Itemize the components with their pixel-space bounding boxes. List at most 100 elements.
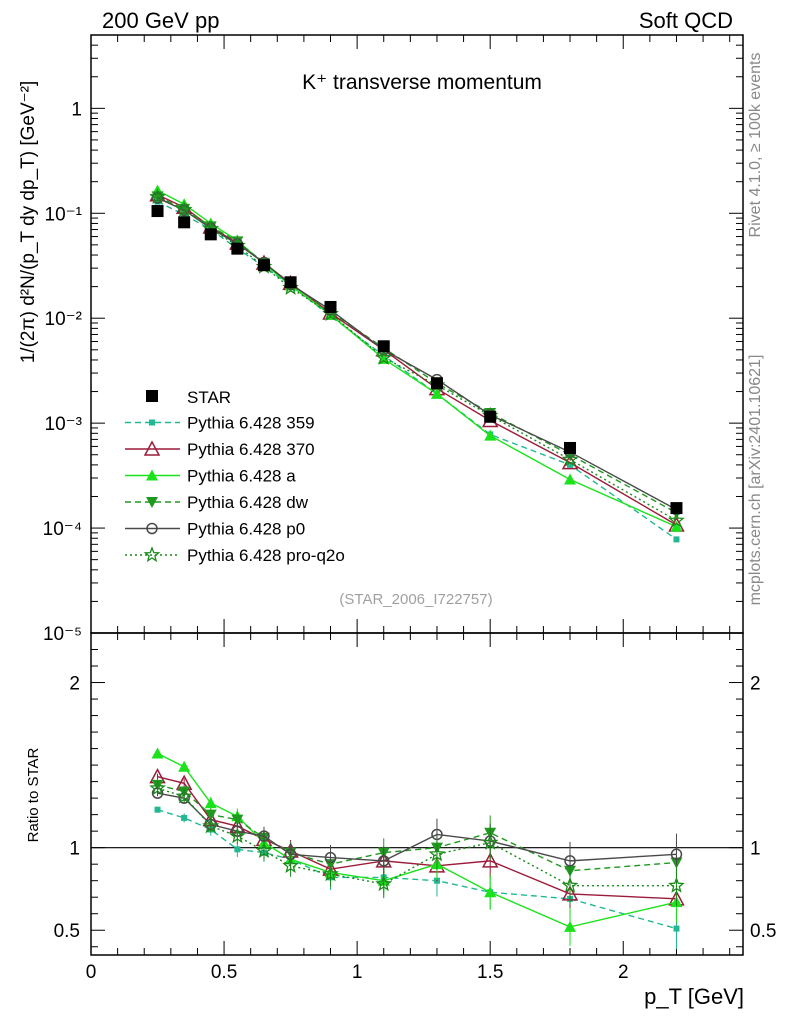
- ratio-tick-label: 2: [69, 674, 80, 695]
- ratio-point: [322, 865, 339, 882]
- ratio-tick-label-right: 0.5: [750, 921, 776, 942]
- ratio-point: [228, 827, 246, 844]
- legend-marker: [143, 546, 161, 563]
- ratio-frame: [90, 632, 744, 956]
- ratio-point: [234, 846, 241, 853]
- y-tick-label: 10⁻⁴: [43, 519, 82, 540]
- data-point: [670, 502, 683, 515]
- series-point: [484, 429, 497, 441]
- series-line: [157, 196, 677, 522]
- ratio-point: [564, 920, 577, 932]
- data-point: [484, 410, 497, 423]
- ratio-point: [204, 809, 217, 821]
- analysis-tag: (STAR_2006_I722757): [339, 591, 492, 608]
- ratio-point: [377, 855, 390, 867]
- header-right: Soft QCD: [639, 8, 733, 33]
- ratio-point: [151, 747, 164, 759]
- ratio-point: [154, 806, 161, 813]
- main-panel: 1 10⁻¹ 10⁻² 10⁻³ 10⁻⁴ 10⁻⁵: [43, 34, 744, 645]
- ratio-point: [181, 814, 188, 821]
- ratio-point: [481, 833, 499, 850]
- data-point: [204, 228, 217, 241]
- data-point: [564, 441, 577, 454]
- data-point: [377, 340, 390, 353]
- ratio-y-axis-label: Ratio to STAR: [25, 747, 42, 842]
- x-tick-label: 0.5: [211, 962, 237, 983]
- series-point: [149, 188, 166, 205]
- x-tick-label: 1: [352, 962, 363, 983]
- data-point: [257, 259, 270, 272]
- legend-label: STAR: [187, 388, 231, 407]
- ratio-point: [428, 845, 446, 862]
- data-point: [324, 300, 337, 313]
- y-tick-label: 10⁻²: [45, 309, 83, 330]
- legend-marker: [146, 522, 158, 535]
- ratio-point: [202, 817, 220, 834]
- series-point: [151, 192, 164, 204]
- series-point: [561, 450, 579, 467]
- legend-marker: [146, 497, 158, 508]
- ratio-point: [231, 814, 244, 826]
- y-tick-label: 10⁻⁵: [43, 624, 82, 645]
- x-axis-label: p_T [GeV]: [644, 984, 744, 1009]
- series-point: [175, 201, 193, 217]
- x-tick-label: 2: [618, 962, 629, 983]
- legend-label: Pythia 6.428 dw: [187, 493, 309, 512]
- ratio-point: [670, 848, 683, 861]
- y-tick-label: 1: [71, 99, 82, 120]
- y-tick-label: 10⁻³: [45, 414, 83, 435]
- ratio-tick-label-right: 2: [750, 674, 761, 695]
- data-point: [231, 242, 244, 255]
- legend-label: Pythia 6.428 359: [187, 414, 315, 433]
- ratio-point: [255, 842, 273, 859]
- ratio-point: [484, 886, 497, 898]
- ratio-point: [258, 830, 270, 842]
- series-point: [673, 536, 680, 543]
- data-point: [284, 276, 297, 289]
- header-left: 200 GeV pp: [102, 8, 219, 33]
- ratio-line: [157, 784, 677, 872]
- series-point: [668, 511, 685, 528]
- ratio-line: [157, 787, 677, 887]
- legend-label: Pythia 6.428 pro-q2o: [187, 546, 345, 565]
- ratio-point: [481, 852, 499, 868]
- ratio-line: [157, 775, 677, 900]
- main-frame: [90, 34, 744, 634]
- ratio-panel: 0 0.5 1 1.5 2 2 2 1 1 0.5 0.5: [54, 35, 776, 983]
- series-point: [375, 348, 393, 365]
- series-point: [430, 387, 443, 399]
- ratio-point: [375, 875, 393, 892]
- chart-title: K⁺ transverse momentum: [302, 71, 542, 94]
- legend-marker: [146, 469, 158, 481]
- ratio-tick-label-right: 1: [750, 839, 761, 860]
- ratio-point: [178, 760, 191, 772]
- y-tick-label: 10⁻¹: [45, 204, 83, 225]
- ratio-line: [157, 752, 677, 928]
- legend-label: Pythia 6.428 p0: [187, 520, 305, 539]
- series-point: [564, 473, 577, 485]
- legend-marker-data: [146, 390, 158, 402]
- x-tick-label: 0: [86, 962, 97, 983]
- series-point: [670, 520, 683, 532]
- data-point: [151, 205, 164, 218]
- mcplots-label: mcplots.cern.ch [arXiv:2401.10621]: [747, 355, 764, 606]
- rivet-label: Rivet 4.1.0, ≥ 100k events: [747, 53, 764, 238]
- ratio-point: [175, 787, 193, 804]
- ratio-point: [673, 925, 680, 932]
- ratio-point: [564, 855, 576, 867]
- series-point: [567, 461, 574, 468]
- legend-label: Pythia 6.428 a: [187, 467, 296, 486]
- data-point: [178, 216, 191, 229]
- x-tick-label: 1.5: [477, 962, 503, 983]
- ratio-line: [157, 792, 677, 862]
- legend: STAR Pythia 6.428 359 Pythia 6.428 370 Pyth…: [125, 388, 345, 565]
- main-y-axis-label: 1/(2π) d²N/(p_T dy dp_T) [GeV⁻²]: [18, 81, 39, 364]
- legend-marker: [149, 419, 155, 426]
- legend-marker: [143, 440, 161, 456]
- ratio-tick-label: 1: [69, 839, 80, 860]
- ratio-point: [668, 876, 685, 893]
- ratio-point: [282, 857, 299, 873]
- data-point: [430, 377, 443, 390]
- ratio-point: [149, 779, 166, 796]
